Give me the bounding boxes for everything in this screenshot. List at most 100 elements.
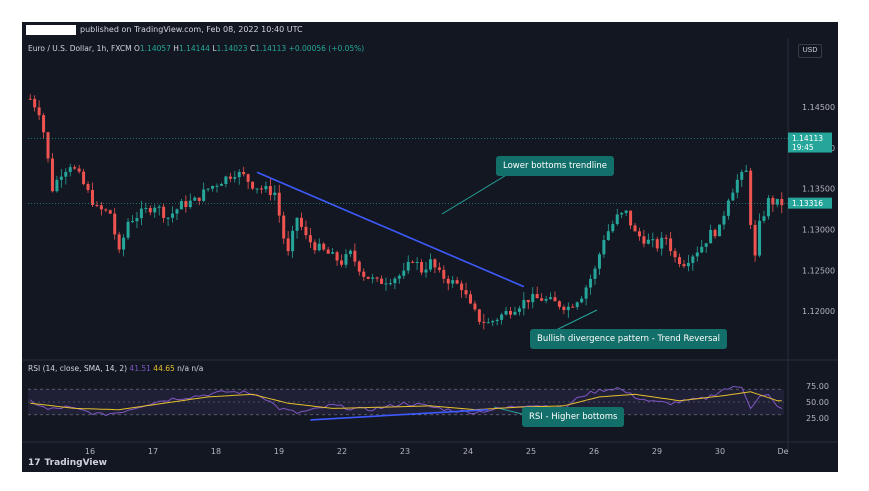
rsi-value: 41.51: [129, 364, 151, 373]
candle-body: [775, 198, 779, 205]
candle-body: [624, 210, 628, 213]
candle-body: [637, 231, 641, 237]
annotation-bullish-divergence: Bullish divergence pattern - Trend Rever…: [530, 329, 727, 349]
candle-body: [780, 198, 784, 206]
candle-body: [251, 181, 255, 189]
candle-body: [366, 276, 370, 279]
candle-body: [420, 261, 424, 273]
time-tick-label: 16: [85, 447, 95, 456]
candle-body: [206, 188, 210, 190]
candle-body: [166, 217, 170, 219]
candle-body: [50, 158, 54, 192]
candle-body: [348, 250, 352, 255]
candle-body: [500, 314, 504, 320]
candle-body: [473, 303, 477, 310]
publish-text: published on TradingView.com, Feb 08, 20…: [80, 25, 303, 34]
candle-body: [415, 261, 419, 263]
candle-body: [566, 306, 570, 311]
price-tick-label: 1.14500: [802, 103, 835, 112]
time-tick-label: De: [777, 447, 788, 456]
candle-body: [215, 185, 219, 187]
candle-body: [179, 201, 183, 210]
candle-body: [259, 188, 263, 190]
candle-body: [42, 115, 46, 133]
candle-body: [713, 229, 717, 237]
candle-body: [375, 277, 379, 279]
candle-body: [709, 229, 713, 244]
candle-body: [77, 168, 81, 172]
ohlc-open: 1.14057: [139, 44, 171, 53]
price-label-box: [788, 132, 832, 153]
candle-body: [28, 98, 32, 100]
candle-body: [562, 306, 566, 311]
candle-body: [664, 237, 668, 239]
rsi-band: [28, 389, 784, 415]
chart-svg[interactable]: 1.145001.140001.135001.130001.125001.120…: [22, 22, 838, 472]
rsi-series-line: [29, 385, 783, 417]
candle-body: [486, 322, 490, 324]
candle-body: [704, 243, 708, 247]
rsi-label: RSI (14, close, SMA, 14, 2): [28, 364, 128, 373]
candle-body: [233, 177, 237, 179]
candle-body: [104, 209, 108, 211]
candle-body: [571, 306, 575, 308]
candle-body: [211, 186, 215, 189]
tradingview-logo-icon: 𝟭𝟳: [28, 458, 41, 468]
candle-body: [509, 310, 513, 315]
candle-body: [82, 171, 86, 185]
candle-body: [677, 257, 681, 265]
symbol-legend: Euro / U.S. Dollar, 1h, FXCM O1.14057 H1…: [28, 44, 365, 53]
ohlc-high: 1.14144: [178, 44, 210, 53]
candle-body: [575, 302, 579, 308]
price-label-text: 1.13316: [792, 199, 823, 208]
currency-button[interactable]: USD: [798, 44, 822, 58]
annotation-connector: [551, 309, 598, 333]
candle-body: [691, 256, 695, 263]
candle-body: [695, 252, 699, 257]
candle-body: [317, 243, 321, 251]
rsi-tick-label: 75.00: [806, 382, 829, 391]
candle-body: [740, 171, 744, 180]
candle-body: [646, 239, 650, 244]
candle-body: [108, 210, 112, 214]
candle-body: [464, 290, 468, 295]
price-tick-label: 1.12000: [802, 307, 835, 316]
candle-body: [482, 321, 486, 323]
candle-body: [362, 271, 366, 277]
candle-body: [491, 321, 495, 323]
price-tick-label: 1.12500: [802, 266, 835, 275]
candle-body: [286, 238, 290, 252]
candle-body: [397, 275, 401, 279]
candle-body: [117, 234, 121, 250]
candle-body: [331, 252, 335, 254]
candle-body: [686, 262, 690, 267]
candle-body: [606, 231, 610, 241]
candle-body: [455, 280, 459, 284]
candle-body: [131, 221, 135, 223]
candle-body: [122, 237, 126, 250]
ohlc-low: 1.14023: [216, 44, 248, 53]
candle-body: [718, 224, 722, 237]
candle-body: [700, 246, 704, 253]
candle-body: [64, 171, 68, 177]
candle-body: [393, 278, 397, 284]
candle-body: [46, 132, 50, 159]
time-tick-label: 24: [463, 447, 473, 456]
candle-body: [184, 201, 188, 207]
candle-body: [620, 212, 624, 215]
candle-body: [611, 224, 615, 232]
candle-body: [282, 215, 286, 239]
candle-body: [175, 209, 179, 214]
candle-body: [673, 251, 677, 258]
candle-body: [113, 213, 117, 235]
candle-body: [584, 287, 588, 299]
candle-body: [642, 236, 646, 244]
candle-body: [629, 210, 633, 226]
time-tick-label: 18: [211, 447, 221, 456]
candle-body: [277, 192, 281, 216]
candle-body: [437, 267, 441, 270]
candle-body: [144, 207, 148, 209]
candle-body: [224, 176, 228, 185]
candle-body: [513, 311, 517, 315]
candle-body: [255, 188, 259, 190]
